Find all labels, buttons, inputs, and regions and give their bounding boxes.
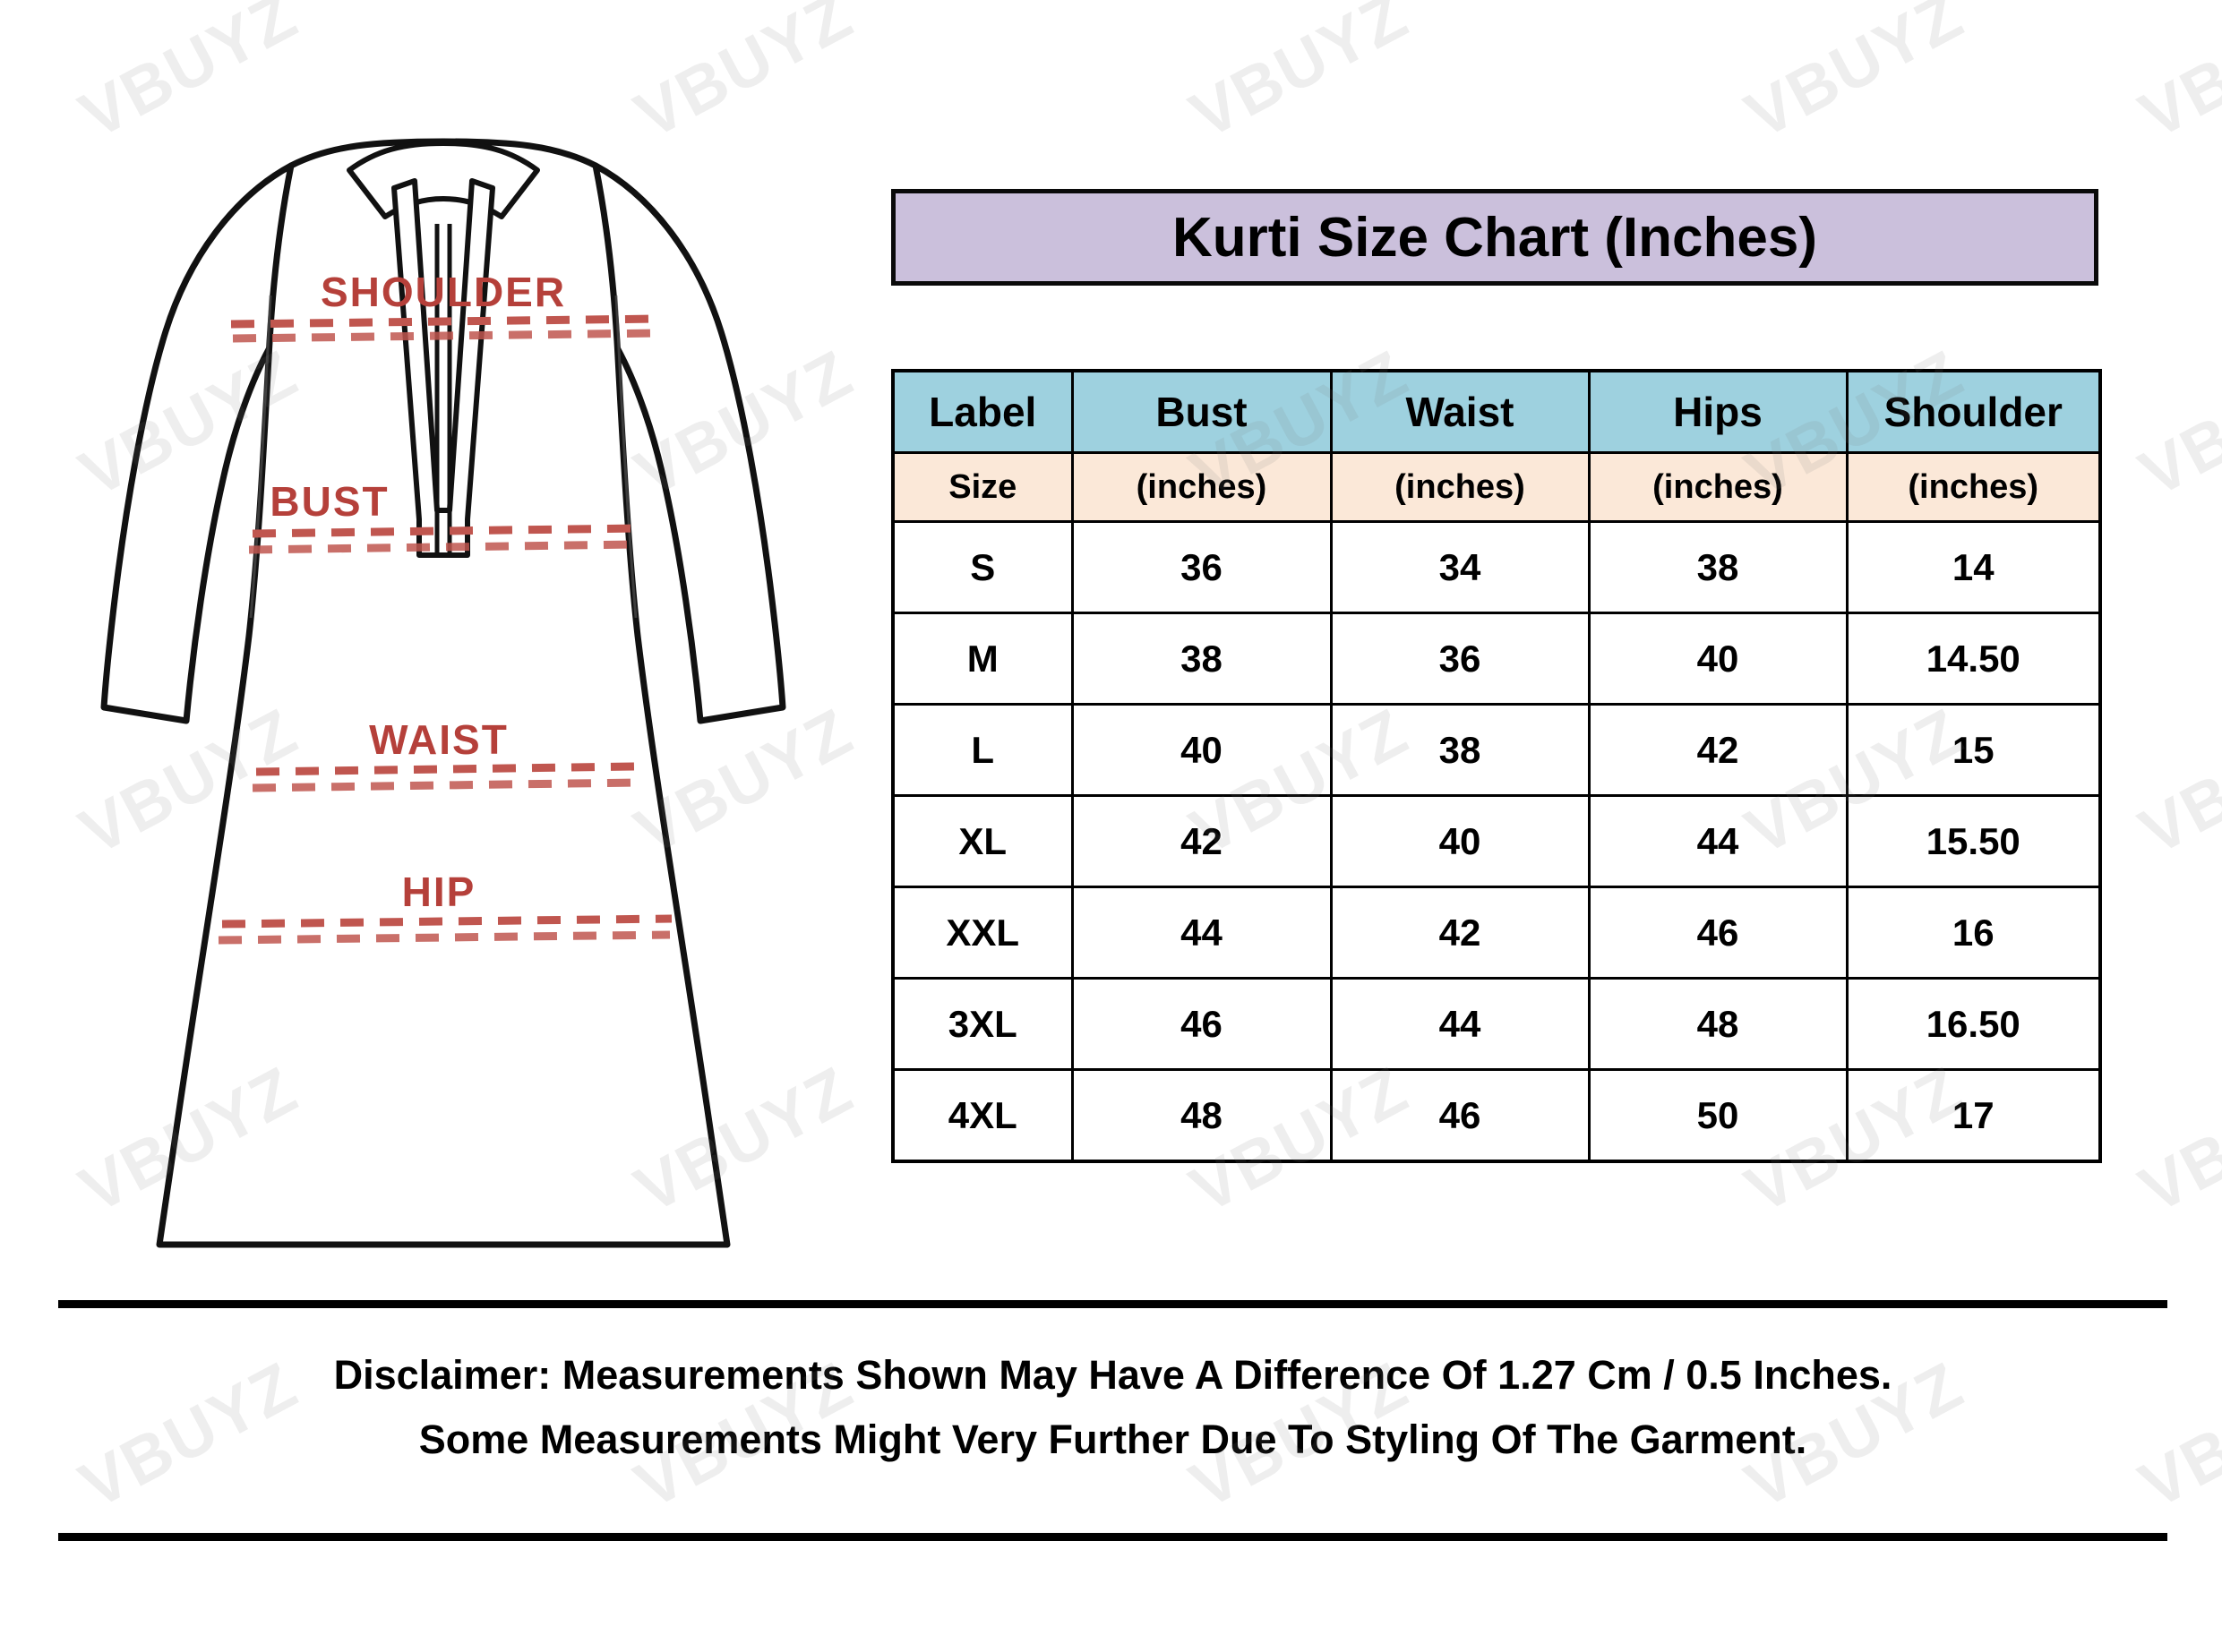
bust-measure-line	[248, 524, 637, 554]
cell-waist: 46	[1329, 1068, 1591, 1163]
cell-bust: 42	[1070, 794, 1333, 888]
cell-waist: 36	[1329, 612, 1591, 706]
waist-measure-line	[252, 762, 639, 792]
chart-title-box: Kurti Size Chart (Inches)	[891, 189, 2098, 286]
table-units-row: Size (inches) (inches) (inches) (inches)	[891, 451, 2102, 523]
cell-shoulder: 17	[1845, 1068, 2102, 1163]
watermark-text: VBUYZ	[2127, 1051, 2222, 1228]
waist-measure-label: WAIST	[369, 716, 509, 763]
cell-size: S	[891, 520, 1074, 614]
cell-size: M	[891, 612, 1074, 706]
cell-shoulder: 16	[1845, 886, 2102, 980]
watermark-text: VBUYZ	[2127, 0, 2222, 153]
column-header-bust: Bust	[1070, 369, 1333, 454]
cell-waist: 40	[1329, 794, 1591, 888]
divider-rule-bottom	[58, 1533, 2167, 1541]
table-row: XXL 44 42 46 16	[891, 886, 2102, 980]
garment-illustration: SHOULDER BUST WAIST HIP	[81, 134, 806, 1280]
disclaimer-line-1: Disclaimer: Measurements Shown May Have …	[333, 1352, 1892, 1398]
cell-waist: 44	[1329, 977, 1591, 1071]
cell-shoulder: 14	[1845, 520, 2102, 614]
watermark-text: VBUYZ	[2127, 693, 2222, 869]
column-header-shoulder: Shoulder	[1845, 369, 2102, 454]
cell-size: XL	[891, 794, 1074, 888]
bust-measure-label: BUST	[270, 478, 389, 525]
watermark-text: VBUYZ	[67, 0, 310, 153]
shoulder-measure-line	[230, 314, 660, 343]
units-hips: (inches)	[1587, 451, 1849, 523]
cell-hips: 48	[1587, 977, 1849, 1071]
disclaimer-block: Disclaimer: Measurements Shown May Have …	[58, 1343, 2167, 1472]
disclaimer-line-2: Some Measurements Might Very Further Due…	[418, 1417, 1807, 1462]
table-row: L 40 38 42 15	[891, 703, 2102, 797]
column-header-label: Label	[891, 369, 1074, 454]
cell-bust: 48	[1070, 1068, 1333, 1163]
cell-bust: 36	[1070, 520, 1333, 614]
cell-shoulder: 15.50	[1845, 794, 2102, 888]
cell-hips: 44	[1587, 794, 1849, 888]
cell-shoulder: 16.50	[1845, 977, 2102, 1071]
table-row: 4XL 48 46 50 17	[891, 1068, 2102, 1163]
cell-bust: 44	[1070, 886, 1333, 980]
hip-measure-line	[218, 914, 673, 945]
watermark-text: VBUYZ	[2127, 335, 2222, 511]
cell-waist: 34	[1329, 520, 1591, 614]
cell-size: 3XL	[891, 977, 1074, 1071]
cell-size: XXL	[891, 886, 1074, 980]
size-chart-panel: Kurti Size Chart (Inches) Label Bust Wai…	[891, 189, 2102, 1163]
cell-hips: 42	[1587, 703, 1849, 797]
table-row: XL 42 40 44 15.50	[891, 794, 2102, 888]
units-label: Size	[891, 451, 1074, 523]
cell-shoulder: 14.50	[1845, 612, 2102, 706]
size-chart-table: Label Bust Waist Hips Shoulder Size (inc…	[891, 369, 2102, 1163]
divider-rule-top	[58, 1300, 2167, 1308]
watermark-text: VBUYZ	[1733, 0, 1976, 153]
cell-size: 4XL	[891, 1068, 1074, 1163]
cell-hips: 46	[1587, 886, 1849, 980]
cell-bust: 38	[1070, 612, 1333, 706]
column-header-waist: Waist	[1329, 369, 1591, 454]
cell-bust: 46	[1070, 977, 1333, 1071]
cell-bust: 40	[1070, 703, 1333, 797]
column-header-hips: Hips	[1587, 369, 1849, 454]
table-row: 3XL 46 44 48 16.50	[891, 977, 2102, 1071]
units-bust: (inches)	[1070, 451, 1333, 523]
watermark-text: VBUYZ	[1178, 0, 1420, 153]
cell-size: L	[891, 703, 1074, 797]
table-header-row: Label Bust Waist Hips Shoulder	[891, 369, 2102, 454]
cell-hips: 38	[1587, 520, 1849, 614]
shoulder-measure-label: SHOULDER	[321, 269, 566, 315]
hip-measure-label: HIP	[402, 869, 476, 915]
cell-hips: 50	[1587, 1068, 1849, 1163]
watermark-text: VBUYZ	[622, 0, 865, 153]
units-shoulder: (inches)	[1845, 451, 2102, 523]
cell-waist: 42	[1329, 886, 1591, 980]
page-title: Kurti Size Chart (Inches)	[1172, 206, 1817, 269]
cell-shoulder: 15	[1845, 703, 2102, 797]
units-waist: (inches)	[1329, 451, 1591, 523]
cell-waist: 38	[1329, 703, 1591, 797]
table-row: M 38 36 40 14.50	[891, 612, 2102, 706]
cell-hips: 40	[1587, 612, 1849, 706]
table-row: S 36 34 38 14	[891, 520, 2102, 614]
